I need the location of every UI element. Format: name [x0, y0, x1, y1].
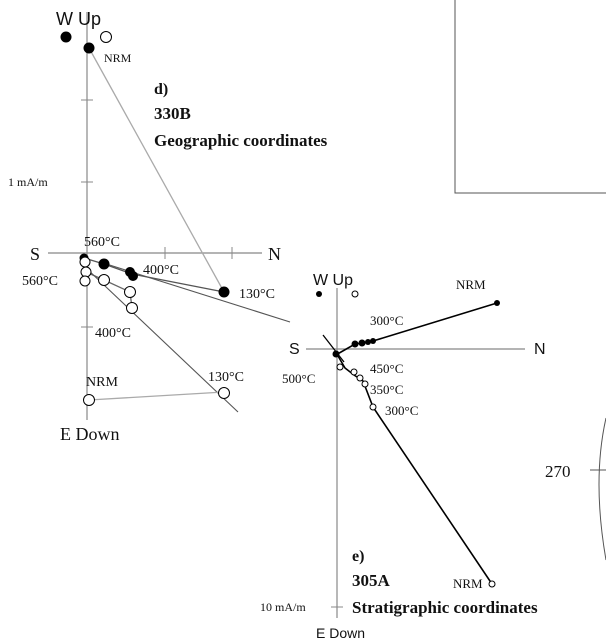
panel-e-site: 305A: [352, 571, 391, 590]
panel-e-axis-left-label: S: [289, 341, 300, 358]
panel-e-axis-bottom-label: E Down: [316, 625, 365, 641]
panel-d-paths: [83, 47, 291, 413]
panel-e-paths: [322, 302, 498, 585]
stereonet-270-label: 270: [545, 462, 571, 481]
panel-e-filled-points: [316, 291, 500, 358]
panel-e-350-label: 350°C: [370, 382, 403, 397]
panel-e-open-points: [336, 290, 496, 588]
panel-d-130-lower-label: 130°C: [208, 370, 244, 385]
panel-e-axis-top-label: W Up: [313, 272, 353, 289]
panel-d-open-points: [79, 31, 230, 406]
panel-e-300-upper-label: 300°C: [370, 313, 403, 328]
panel-e-label: e): [352, 548, 364, 565]
panel-e: W Up E Down S N 10 mA/m e) 305A Stratigr…: [260, 272, 546, 641]
panel-e-nrm-lower-label: NRM: [453, 576, 483, 591]
panel-d-axis-left-label: S: [30, 244, 40, 264]
panel-d-scale-label: 1 mA/m: [8, 175, 48, 189]
panel-d-400-lower-label: 400°C: [95, 326, 131, 341]
panel-d-560-left-label: 560°C: [22, 274, 58, 289]
inset-frame: [454, 0, 606, 194]
panel-e-450-label: 450°C: [370, 361, 403, 376]
panel-e-300-lower-label: 300°C: [385, 403, 418, 418]
panel-d-axis-bottom-label: E Down: [60, 424, 120, 444]
panel-e-scale-label: 10 mA/m: [260, 600, 306, 614]
panel-d-400-right-label: 400°C: [143, 263, 179, 278]
panel-e-nrm-upper-label: NRM: [456, 277, 486, 292]
panel-e-axis-right-label: N: [534, 341, 546, 358]
panel-d-axis-right-label: N: [268, 244, 281, 264]
panel-d-site: 330B: [154, 104, 191, 123]
panel-d-ticks: [81, 99, 233, 328]
panel-d-nrm-upper-label: NRM: [104, 51, 132, 65]
panel-d-filled-points: [60, 31, 230, 298]
panel-d-axis-top-label: W Up: [56, 9, 101, 29]
panel-d-130-right-label: 130°C: [239, 287, 275, 302]
panel-d-nrm-lower-label: NRM: [86, 375, 118, 390]
panel-d: W Up E Down S N 1 mA/m d) 330B Geographi…: [8, 9, 328, 444]
panel-e-500-label: 500°C: [282, 371, 315, 386]
panel-e-coords: Stratigraphic coordinates: [352, 598, 538, 617]
panel-d-coords: Geographic coordinates: [154, 131, 328, 150]
stereonet-arc: [598, 417, 606, 561]
panel-d-560-top-label: 560°C: [84, 235, 120, 250]
panel-d-label: d): [154, 81, 168, 98]
